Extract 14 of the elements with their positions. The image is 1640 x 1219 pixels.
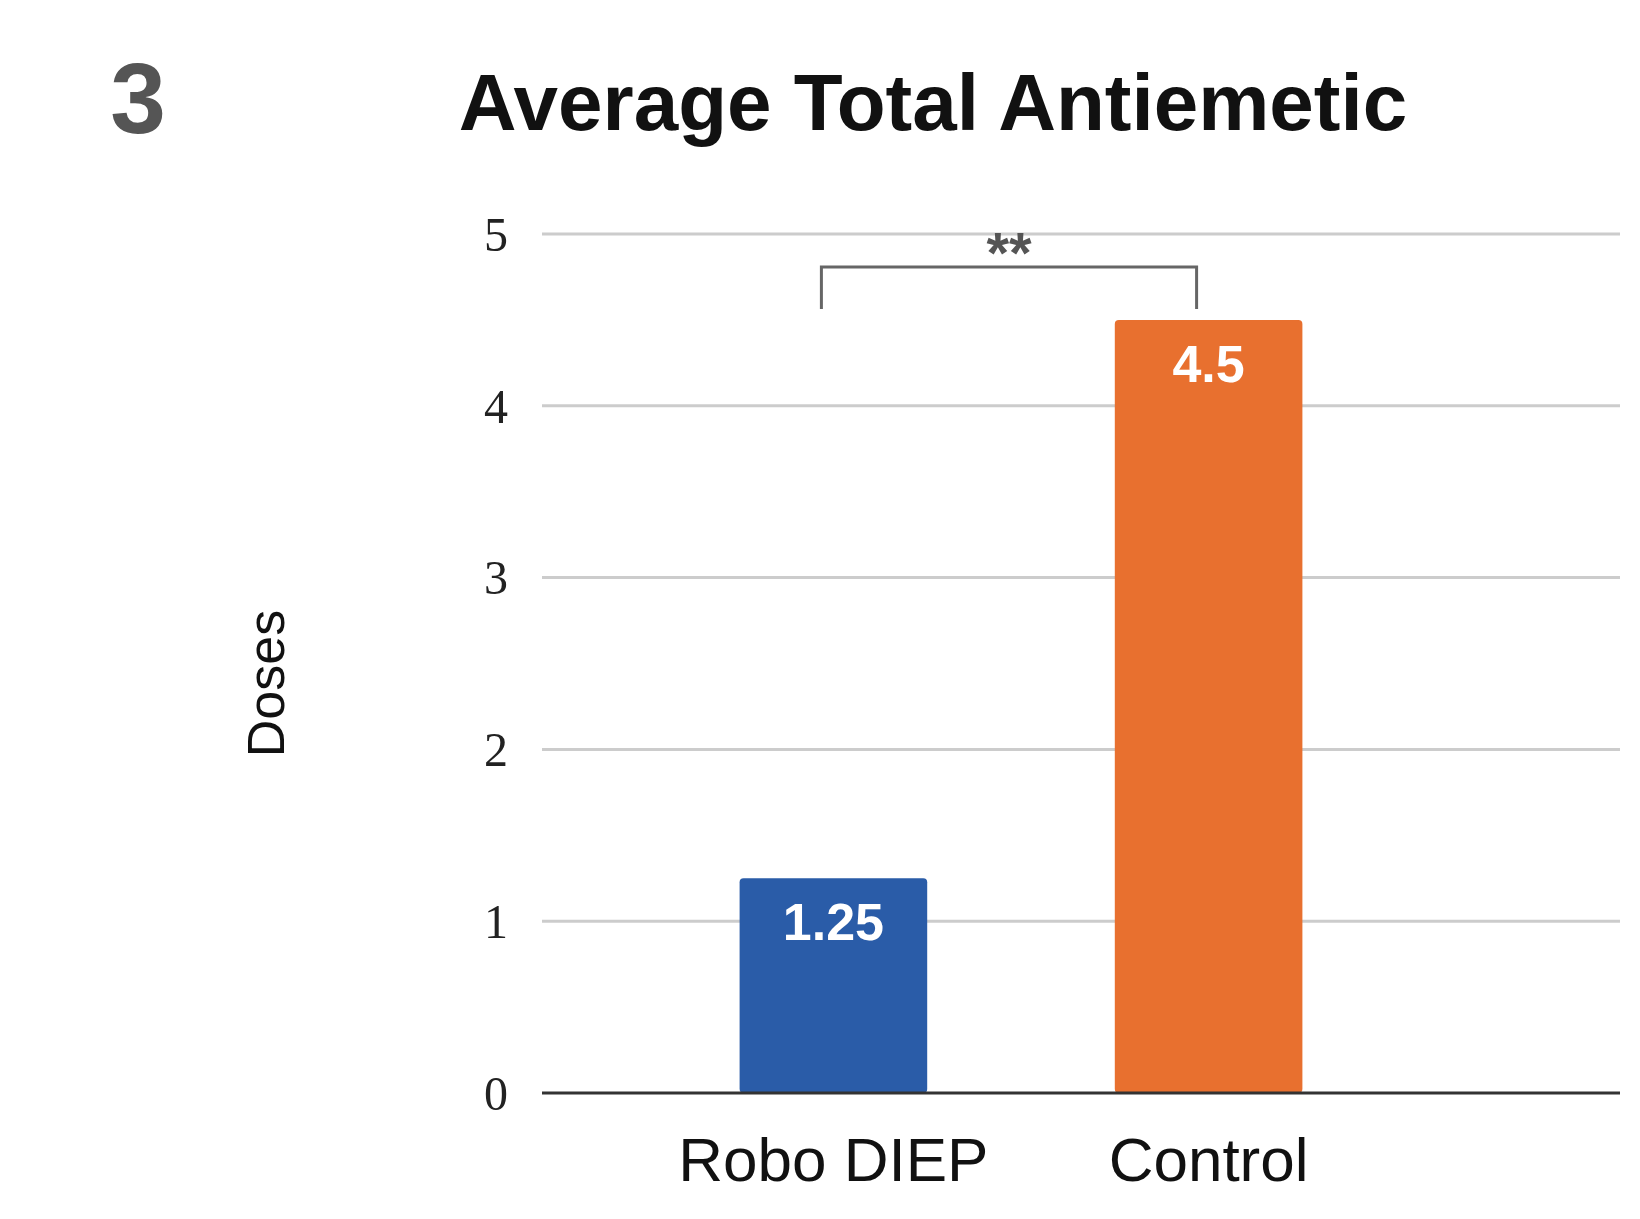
annotation: ** bbox=[986, 220, 1032, 285]
x-tick-label: Control bbox=[1108, 1125, 1309, 1194]
y-tick-label: 2 bbox=[484, 723, 508, 777]
chart-title: Average Total Antiemetic bbox=[458, 58, 1408, 147]
data-label: 4.5 bbox=[1172, 334, 1245, 393]
x-tick-label: Robo DIEP bbox=[678, 1125, 989, 1194]
y-tick-label: 1 bbox=[484, 895, 508, 948]
data-label: 1.25 bbox=[782, 893, 885, 952]
y-tick-label: 0 bbox=[484, 1066, 508, 1120]
y-tick-label: 4 bbox=[484, 379, 508, 433]
y-tick-label: 5 bbox=[484, 207, 508, 261]
text: 3 bbox=[110, 42, 166, 154]
y-tick-label: 3 bbox=[484, 551, 508, 605]
y-axis-title: Doses bbox=[237, 609, 295, 758]
